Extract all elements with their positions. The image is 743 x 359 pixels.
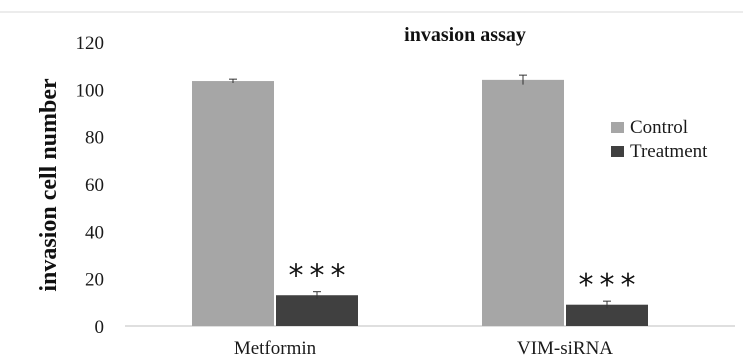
legend-swatch-control — [611, 122, 624, 133]
bar-treatment-metformin — [276, 295, 358, 326]
legend-label-control: Control — [630, 117, 688, 138]
bar-treatment-vim-sirna — [566, 304, 648, 326]
y-tick-label: 60 — [85, 175, 104, 196]
chart-title: invasion assay — [404, 24, 526, 46]
y-axis-label: invasion cell number — [36, 78, 62, 292]
y-tick-label: 20 — [85, 270, 104, 291]
x-axis-labels: Metformin VIM-siRNA — [234, 338, 613, 359]
bars-group — [192, 74, 648, 326]
x-category-label: Metformin — [234, 338, 317, 359]
x-category-label: VIM-siRNA — [517, 338, 613, 359]
legend: Control Treatment — [611, 117, 708, 162]
legend-label-treatment: Treatment — [630, 141, 708, 162]
y-tick-label: 120 — [76, 33, 105, 54]
bar-control-metformin — [192, 81, 274, 326]
y-axis-ticks: 0 20 40 60 80 100 120 — [76, 33, 105, 338]
legend-swatch-treatment — [611, 146, 624, 157]
significance-label: *** — [289, 259, 352, 294]
y-tick-label: 40 — [85, 222, 104, 243]
y-tick-label: 100 — [76, 80, 105, 101]
significance-annotations: *** *** — [289, 259, 642, 303]
significance-label: *** — [579, 268, 642, 303]
y-tick-label: 0 — [95, 317, 105, 338]
y-tick-label: 80 — [85, 128, 104, 149]
bar-control-vim-sirna — [482, 79, 564, 326]
